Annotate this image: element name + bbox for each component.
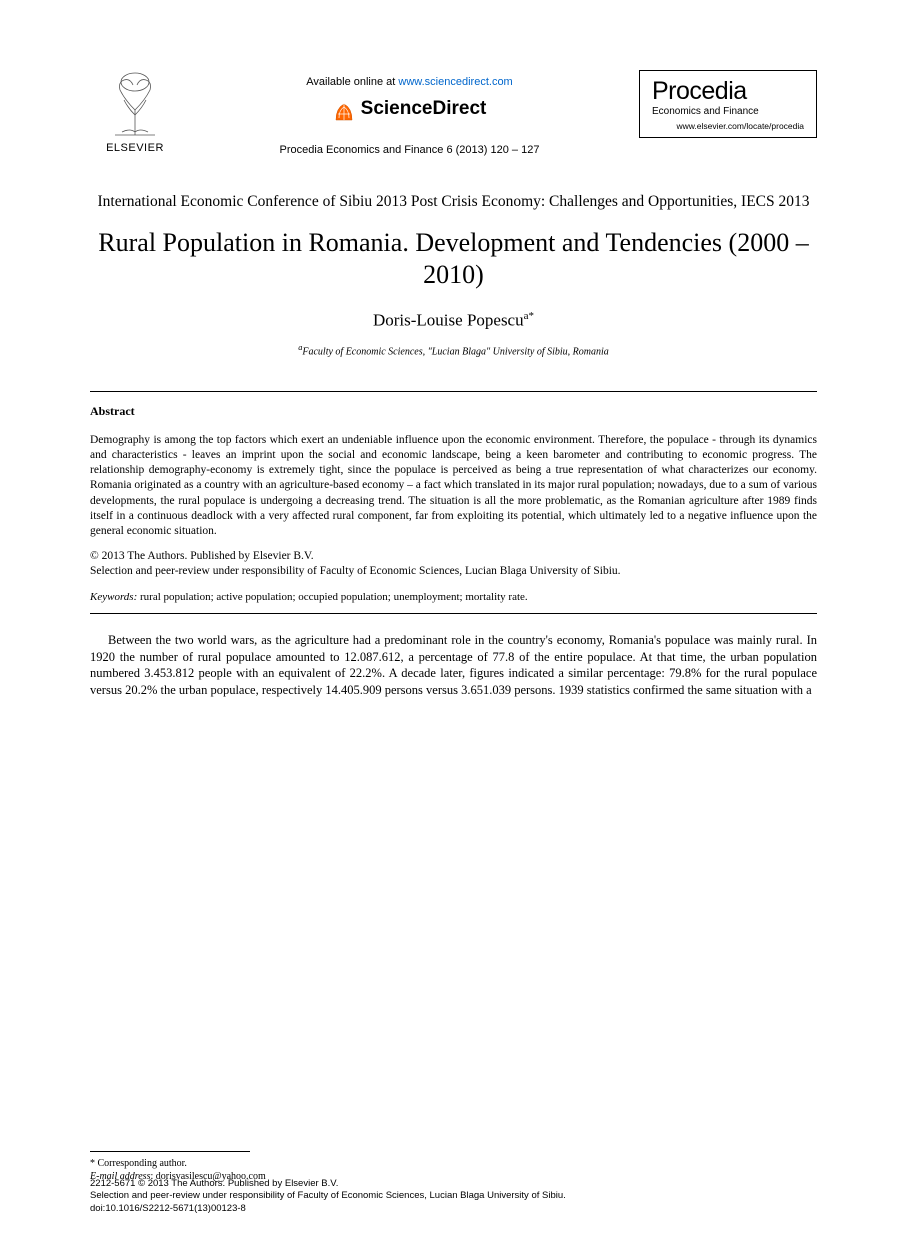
header-center: Available online at www.sciencedirect.co… [180,70,639,156]
footer-doi-line: doi:10.1016/S2212-5671(13)00123-8 [90,1203,817,1216]
sciencedirect-ball-icon [333,96,355,122]
footer-peer-line: Selection and peer-review under responsi… [90,1190,817,1203]
body-paragraph-1: Between the two world wars, as the agric… [90,632,817,698]
corresponding-author-label: * Corresponding author. [90,1158,817,1169]
conference-title: International Economic Conference of Sib… [90,192,817,213]
footer-issn-line: 2212-5671 © 2013 The Authors. Published … [90,1178,817,1191]
procedia-logo-block: Procedia Economics and Finance www.elsev… [639,70,817,138]
journal-citation: Procedia Economics and Finance 6 (2013) … [180,144,639,156]
author-sup: a* [524,310,534,322]
sciencedirect-logo-row: ScienceDirect [180,96,639,122]
author-line: Doris-Louise Popescua* [90,310,817,331]
affiliation-text: Faculty of Economic Sciences, "Lucian Bl… [302,346,608,357]
elsevier-logo-block: ELSEVIER [90,70,180,154]
keywords-text: rural population; active population; occ… [137,591,527,603]
sciencedirect-url-link[interactable]: www.sciencedirect.com [398,76,512,88]
sciencedirect-wordmark: ScienceDirect [361,98,487,120]
procedia-subtitle: Economics and Finance [652,106,804,117]
copyright-line-2: Selection and peer-review under responsi… [90,564,817,579]
elsevier-tree-icon [100,70,170,140]
copyright-line-1: © 2013 The Authors. Published by Elsevie… [90,549,817,564]
header-top-row: ELSEVIER Available online at www.science… [90,70,817,156]
procedia-title: Procedia [652,79,804,104]
affiliation-line: aFaculty of Economic Sciences, "Lucian B… [90,343,817,357]
keywords-label: Keywords: [90,591,137,603]
abstract-body: Demography is among the top factors whic… [90,433,817,539]
page-container: ELSEVIER Available online at www.science… [0,0,907,748]
author-name: Doris-Louise Popescu [373,311,524,330]
abstract-heading: Abstract [90,404,817,419]
abstract-top-rule [90,391,817,392]
procedia-url: www.elsevier.com/locate/procedia [652,121,804,131]
copyright-block: © 2013 The Authors. Published by Elsevie… [90,549,817,579]
available-prefix: Available online at [306,76,398,88]
elsevier-label: ELSEVIER [106,142,164,154]
header-area: ELSEVIER Available online at www.science… [90,70,817,156]
footnote-rule [90,1151,250,1152]
keywords-line: Keywords: rural population; active popul… [90,591,817,603]
paper-title: Rural Population in Romania. Development… [90,227,817,292]
footer-copyright-block: 2212-5671 © 2013 The Authors. Published … [90,1178,817,1216]
abstract-bottom-rule [90,613,817,614]
available-online-text: Available online at www.sciencedirect.co… [180,76,639,88]
